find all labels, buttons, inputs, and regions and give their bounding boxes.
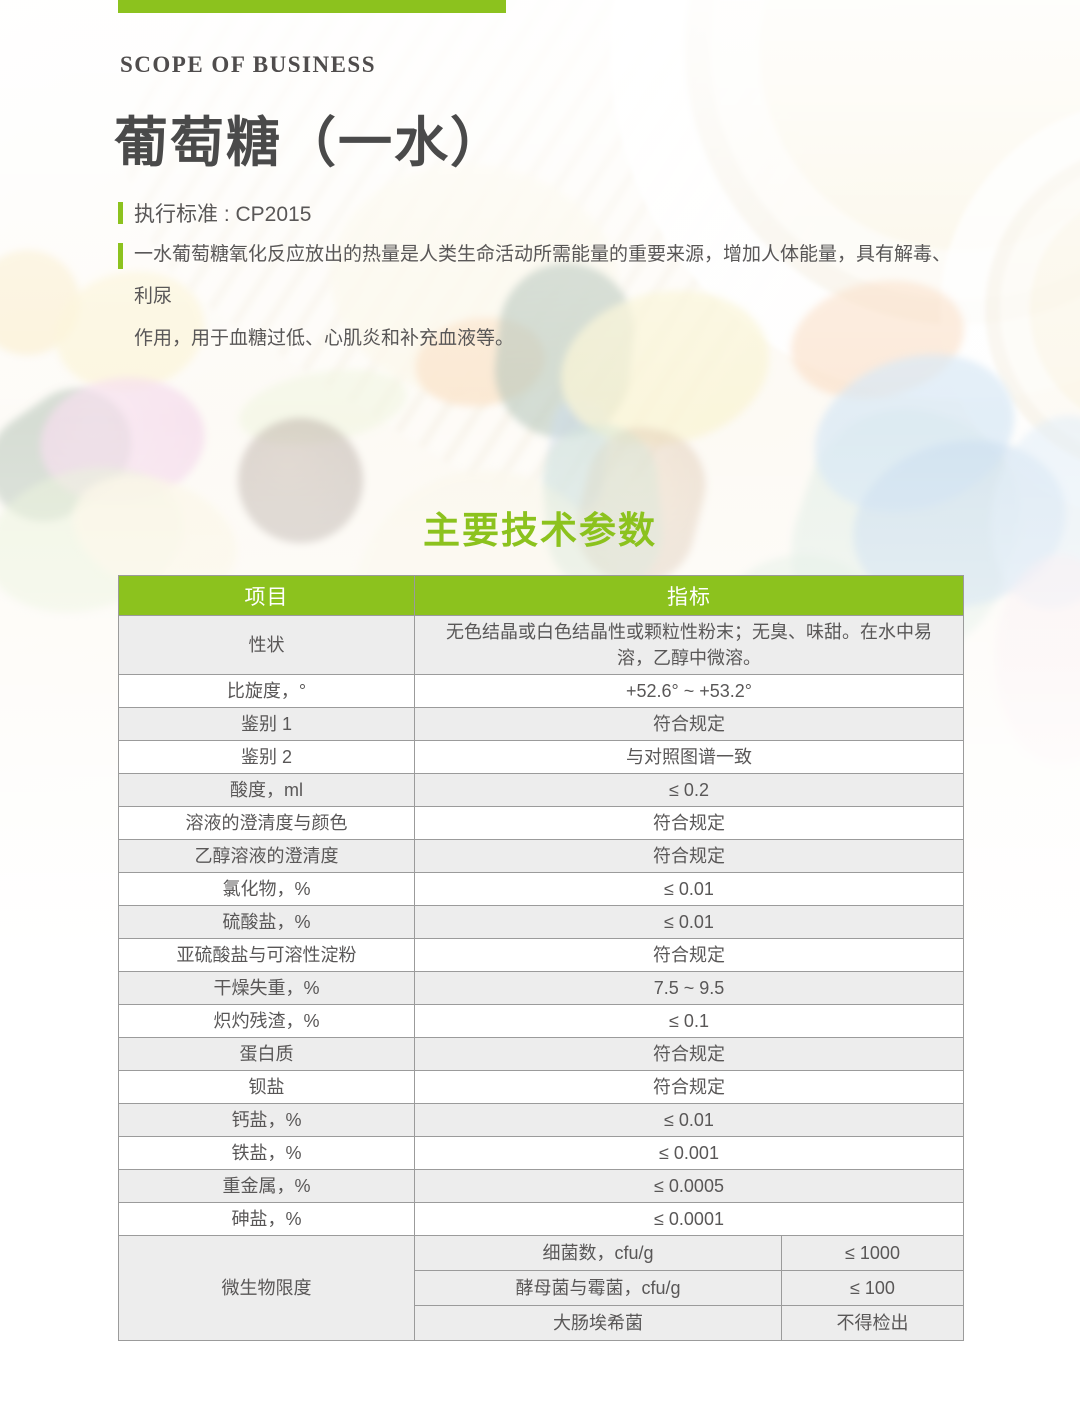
standard-line: 执行标准 : CP2015	[118, 198, 311, 228]
table-row: 蛋白质 符合规定	[118, 1037, 964, 1071]
table-row: 钙盐，% ≤ 0.01	[118, 1103, 964, 1137]
item-cell: 钙盐，%	[118, 1103, 415, 1137]
sub-item-cell: 大肠埃希菌	[414, 1305, 782, 1341]
value-cell: ≤ 0.0001	[414, 1202, 964, 1236]
sub-item-cell: 酵母菌与霉菌，cfu/g	[414, 1270, 782, 1306]
table-row: 性状 无色结晶或白色结晶性或颗粒性粉末；无臭、味甜。在水中易溶，乙醇中微溶。	[118, 615, 964, 675]
pill-image	[995, 555, 1080, 765]
table-row: 氯化物，% ≤ 0.01	[118, 872, 964, 906]
table-row: 亚硫酸盐与可溶性淀粉 符合规定	[118, 938, 964, 972]
value-cell: 符合规定	[414, 938, 964, 972]
item-cell: 蛋白质	[118, 1037, 415, 1071]
value-cell: ≤ 0.01	[414, 1103, 964, 1137]
sub-limit-cell: 不得检出	[781, 1305, 964, 1341]
description-line: 一水葡萄糖氧化反应放出的热量是人类生命活动所需能量的重要来源，增加人体能量，具有…	[134, 244, 952, 307]
item-cell: 炽灼残渣，%	[118, 1004, 415, 1038]
spec-table: 项目 指标 性状 无色结晶或白色结晶性或颗粒性粉末；无臭、味甜。在水中易溶，乙醇中…	[118, 575, 964, 1341]
header-item-cell: 项目	[118, 575, 415, 616]
green-accent-tick	[118, 243, 123, 269]
item-cell: 钡盐	[118, 1070, 415, 1104]
sub-item-cell: 细菌数，cfu/g	[414, 1235, 782, 1271]
value-cell: 7.5 ~ 9.5	[414, 971, 964, 1005]
table-row: 铁盐，% ≤ 0.001	[118, 1136, 964, 1170]
table-row: 钡盐 符合规定	[118, 1070, 964, 1104]
item-cell: 性状	[118, 615, 415, 675]
item-cell: 重金属，%	[118, 1169, 415, 1203]
table-row: 硫酸盐，% ≤ 0.01	[118, 905, 964, 939]
table-row: 炽灼残渣，% ≤ 0.1	[118, 1004, 964, 1038]
item-cell: 氯化物，%	[118, 872, 415, 906]
eyebrow-heading: SCOPE OF BUSINESS	[120, 52, 376, 77]
item-cell: 砷盐，%	[118, 1202, 415, 1236]
spec-table-body: 性状 无色结晶或白色结晶性或颗粒性粉末；无臭、味甜。在水中易溶，乙醇中微溶。 比旋度…	[118, 615, 964, 1341]
pill-image	[233, 357, 413, 457]
description-line: 作用，用于血糖过低、心肌炎和补充血液等。	[134, 328, 515, 349]
value-cell: 符合规定	[414, 707, 964, 741]
table-row: 酵母菌与霉菌，cfu/g ≤ 100	[119, 1270, 964, 1306]
pill-image	[32, 367, 213, 514]
description-block: 一水葡萄糖氧化反应放出的热量是人类生命活动所需能量的重要来源，增加人体能量，具有…	[118, 234, 964, 360]
table-row: 砷盐，% ≤ 0.0001	[118, 1202, 964, 1236]
value-cell: ≤ 0.01	[414, 872, 964, 906]
table-row: 溶液的澄清度与颜色 符合规定	[118, 806, 964, 840]
value-cell: 符合规定	[414, 806, 964, 840]
table-row: 微生物限度 细菌数，cfu/g ≤ 1000	[118, 1235, 964, 1341]
table-row: 重金属，% ≤ 0.0005	[118, 1169, 964, 1203]
pill-image	[0, 250, 80, 355]
top-accent-bar	[118, 0, 506, 13]
item-cell: 微生物限度	[118, 1235, 415, 1341]
sub-limit-cell: ≤ 1000	[781, 1235, 964, 1271]
value-cell: ≤ 0.2	[414, 773, 964, 807]
table-row: 鉴别 1 符合规定	[118, 707, 964, 741]
section-title: 主要技术参数	[423, 510, 657, 551]
item-cell: 鉴别 2	[118, 740, 415, 774]
item-cell: 溶液的澄清度与颜色	[118, 806, 415, 840]
table-row: 比旋度，° +52.6° ~ +53.2°	[118, 674, 964, 708]
table-row: 大肠埃希菌 不得检出	[119, 1305, 964, 1341]
product-title: 葡萄糖（一水）	[114, 113, 506, 173]
item-cell: 酸度，ml	[118, 773, 415, 807]
item-cell: 铁盐，%	[118, 1136, 415, 1170]
header-spec-cell: 指标	[414, 575, 964, 616]
sub-limit-cell: ≤ 100	[781, 1270, 964, 1306]
value-cell: 符合规定	[414, 1070, 964, 1104]
table-row: 酸度，ml ≤ 0.2	[118, 773, 964, 807]
value-cell: ≤ 0.1	[414, 1004, 964, 1038]
item-cell: 干燥失重，%	[118, 971, 415, 1005]
table-header-row: 项目 指标	[118, 575, 964, 616]
pill-image	[540, 394, 614, 517]
description-text: 一水葡萄糖氧化反应放出的热量是人类生命活动所需能量的重要来源，增加人体能量，具有…	[134, 234, 964, 360]
item-cell: 亚硫酸盐与可溶性淀粉	[118, 938, 415, 972]
value-cell: 与对照图谱一致	[414, 740, 964, 774]
item-cell: 比旋度，°	[118, 674, 415, 708]
standard-text: 执行标准 : CP2015	[134, 203, 312, 226]
table-row: 乙醇溶液的澄清度 符合规定	[118, 839, 964, 873]
item-cell: 硫酸盐，%	[118, 905, 415, 939]
item-cell: 乙醇溶液的澄清度	[118, 839, 415, 873]
table-row: 干燥失重，% 7.5 ~ 9.5	[118, 971, 964, 1005]
value-cell: 符合规定	[414, 839, 964, 873]
value-cell: ≤ 0.01	[414, 905, 964, 939]
value-cell: 符合规定	[414, 1037, 964, 1071]
item-cell: 鉴别 1	[118, 707, 415, 741]
table-row: 鉴别 2 与对照图谱一致	[118, 740, 964, 774]
value-cell: +52.6° ~ +53.2°	[414, 674, 964, 708]
value-cell: ≤ 0.001	[414, 1136, 964, 1170]
value-cell: 无色结晶或白色结晶性或颗粒性粉末；无臭、味甜。在水中易溶，乙醇中微溶。	[414, 615, 964, 675]
green-accent-tick	[118, 202, 123, 224]
value-cell: ≤ 0.0005	[414, 1169, 964, 1203]
